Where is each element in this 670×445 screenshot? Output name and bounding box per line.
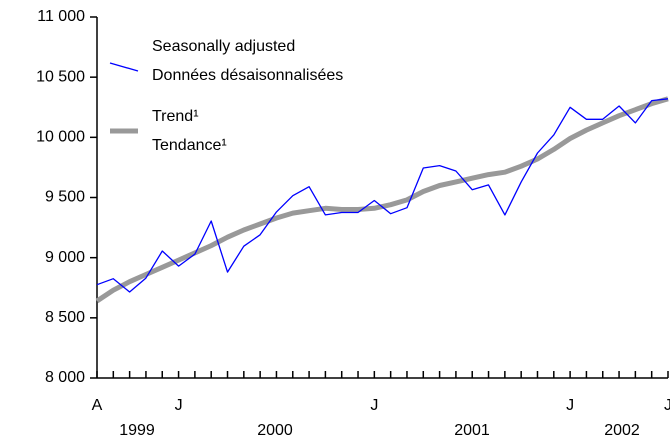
y-tick-label: 10 500 [36,68,85,85]
x-tick-label: A [92,397,103,414]
y-tick-label: 9 500 [45,189,85,206]
y-tick-label: 8 500 [45,309,85,326]
legend-label: Seasonally adjusted [152,38,295,55]
y-tick-label: 9 000 [45,249,85,266]
x-tick-label: J [664,397,670,414]
y-tick-label: 10 000 [36,129,85,146]
year-label: 2002 [604,422,640,439]
year-label: 1999 [119,422,155,439]
y-tick-label: 11 000 [37,8,85,25]
x-tick-label: J [370,397,378,414]
series-line [95,96,669,304]
legend-label: Données désaisonnalisées [152,67,343,84]
legend-label: Tendance¹ [152,137,227,154]
legend-swatch [109,62,139,72]
x-tick-label: J [566,397,574,414]
legend-label: Trend¹ [152,108,199,125]
x-tick-label: J [175,397,183,414]
year-label: 2001 [454,422,490,439]
y-tick-label: 8 000 [45,369,85,386]
year-label: 2000 [257,422,293,439]
series-line [96,98,669,293]
